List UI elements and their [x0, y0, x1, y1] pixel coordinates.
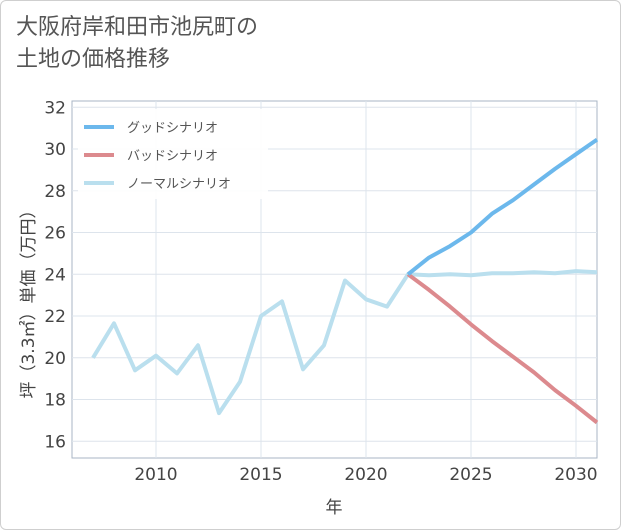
- legend-label-bad: バッドシナリオ: [127, 149, 218, 164]
- x-tick-label: 2020: [344, 465, 387, 485]
- legend-label-normal: ノーマルシナリオ: [127, 177, 231, 192]
- series-layer: [91, 137, 599, 425]
- x-tick-label: 2025: [449, 465, 492, 485]
- series-line-normal: [91, 269, 598, 416]
- y-tick-label: 24: [44, 265, 66, 285]
- y-tick-label: 16: [44, 432, 66, 452]
- legend-label-good: グッドシナリオ: [127, 121, 218, 136]
- y-tick-label: 22: [44, 307, 66, 327]
- y-tick-label: 18: [44, 391, 66, 411]
- series-line-bad: [406, 272, 599, 425]
- y-tick-label: 20: [44, 349, 66, 369]
- x-tick-label: 2015: [239, 465, 282, 485]
- y-tick-label: 28: [44, 182, 66, 202]
- x-tick-label: 2010: [134, 465, 177, 485]
- series-line-good: [406, 137, 599, 276]
- y-tick-label: 26: [44, 224, 66, 244]
- y-axis-title: 坪（3.3㎡）単価（万円）: [19, 201, 39, 398]
- chart-title: 大阪府岸和田市池尻町の 土地の価格推移: [16, 12, 258, 76]
- y-tick-label: 32: [44, 98, 66, 118]
- chart-title-line2: 土地の価格推移: [16, 47, 171, 72]
- x-tick-label: 2030: [554, 465, 597, 485]
- y-tick-label: 30: [44, 140, 66, 160]
- tick-labels: 16 18 20 22 24 26 28 30 32 2010 2015 2020 2025 2030: [44, 98, 597, 485]
- chart-title-line1: 大阪府岸和田市池尻町の: [16, 15, 259, 40]
- x-axis-title: 年: [326, 498, 343, 518]
